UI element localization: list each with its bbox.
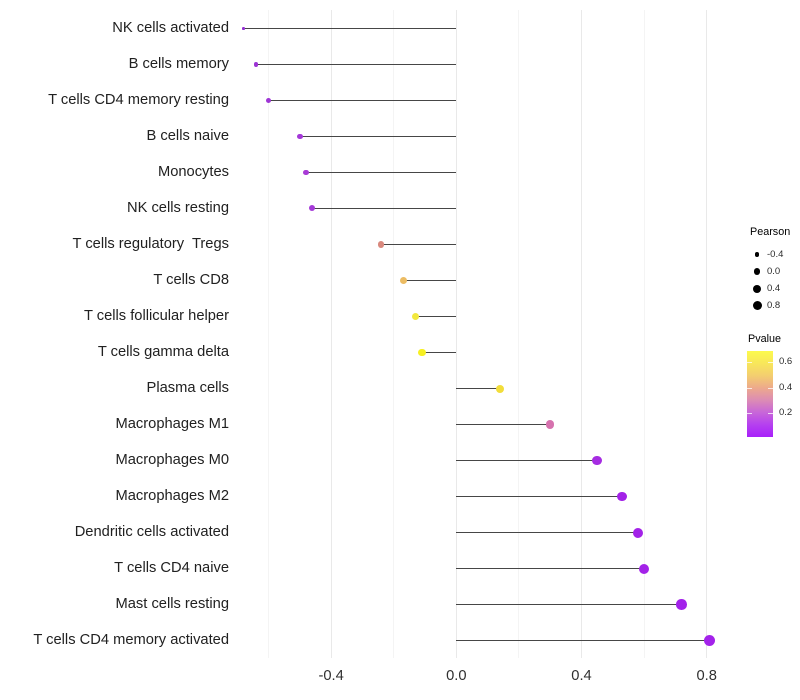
lollipop-dot (303, 169, 309, 176)
lollipop-dot (676, 599, 687, 611)
lollipop-stem (299, 135, 457, 138)
x-axis-tick-label: -0.4 (318, 668, 344, 684)
legend-pearson-dot (753, 268, 761, 275)
major-gridline (455, 10, 457, 658)
legend-pvalue-label: 0.2 (779, 407, 793, 418)
minor-gridline (643, 10, 645, 658)
lollipop-dot (377, 241, 385, 248)
y-axis-label: T cells gamma delta (97, 344, 229, 361)
y-axis-label: T cells regulatory Tregs (72, 235, 229, 252)
y-axis-label: B cells naive (146, 127, 229, 144)
y-axis-label: T cells CD4 memory resting (48, 91, 229, 108)
major-gridline (581, 10, 582, 658)
colorbar-tick (768, 361, 773, 363)
lollipop-dot (253, 62, 259, 67)
colorbar-tick (768, 413, 773, 414)
y-axis-label: Dendritic cells activated (74, 524, 229, 541)
minor-gridline (518, 10, 520, 658)
lollipop-stem (243, 27, 457, 29)
legend-pearson-dot (754, 252, 760, 257)
legend-pearson-dot (752, 301, 762, 310)
major-gridline (706, 10, 708, 658)
lollipop-stem (456, 387, 501, 390)
lollipop-stem (456, 640, 710, 642)
lollipop-stem (456, 496, 623, 498)
lollipop-dot (297, 133, 303, 140)
legend-pearson-label: 0.8 (767, 299, 781, 311)
lollipop-dot (704, 635, 716, 647)
lollipop-stem (403, 279, 457, 282)
legend-pvalue-label: 0.4 (779, 381, 793, 393)
lollipop-dot (266, 97, 271, 103)
major-gridline (330, 10, 332, 658)
lollipop-stem (456, 568, 645, 570)
lollipop-stem (381, 243, 457, 246)
y-axis-label: Monocytes (157, 163, 229, 180)
y-axis-label: Mast cells resting (115, 596, 229, 613)
lollipop-dot (639, 563, 650, 574)
colorbar-tick (747, 387, 752, 389)
lollipop-stem (456, 460, 598, 462)
y-axis-label: T cells CD4 naive (114, 560, 229, 577)
minor-gridline (393, 10, 395, 658)
colorbar-tick (768, 387, 773, 389)
colorbar-tick (747, 413, 752, 414)
y-axis-label: NK cells resting (126, 199, 229, 216)
lollipop-dot (592, 455, 602, 466)
lollipop-dot (309, 205, 316, 212)
lollipop-stem (456, 423, 551, 426)
y-axis-label: Macrophages M0 (115, 452, 229, 469)
legend-pvalue-colorbar (747, 351, 773, 437)
legend-pearson-title: Pearson (750, 226, 791, 238)
lollipop-dot (399, 277, 407, 284)
lollipop-dot (242, 27, 245, 30)
y-axis-label: Macrophages M2 (115, 488, 229, 505)
legend-pearson-dot (753, 284, 761, 293)
lollipop-dot (411, 312, 420, 321)
x-axis-tick-label: 0.4 (571, 668, 592, 684)
lollipop-stem (456, 532, 638, 534)
lollipop-stem (306, 171, 457, 174)
x-axis-tick-label: 0.8 (696, 668, 717, 684)
legend-pearson-label: 0.4 (767, 282, 781, 294)
lollipop-stem (268, 99, 457, 101)
legend-pearson-label: 0.0 (767, 265, 781, 277)
lollipop-dot (418, 348, 426, 357)
minor-gridline (268, 10, 269, 658)
y-axis-label: T cells follicular helper (83, 308, 229, 325)
legend-pvalue-title: Pvalue (748, 333, 782, 345)
lollipop-dot (496, 384, 505, 393)
y-axis-label: Plasma cells (146, 380, 229, 397)
lollipop-stem (312, 207, 457, 210)
y-axis-label: Macrophages M1 (115, 416, 229, 433)
lollipop-stem (456, 604, 682, 606)
lollipop-dot (632, 527, 643, 538)
legend-pearson-label: -0.4 (767, 248, 784, 260)
lollipop-dot (545, 420, 555, 429)
colorbar-tick (747, 361, 752, 363)
lollipop-stem (421, 351, 457, 354)
y-axis-label: T cells CD4 memory activated (33, 632, 229, 649)
y-axis-label: B cells memory (128, 55, 229, 72)
lollipop-stem (415, 315, 457, 318)
y-axis-label: NK cells activated (112, 19, 229, 36)
lollipop-dot (617, 491, 627, 502)
lollipop-stem (255, 63, 457, 65)
y-axis-label: T cells CD8 (153, 272, 229, 288)
x-axis-tick-label: 0.0 (446, 668, 467, 684)
legend-pvalue-label: 0.6 (779, 355, 793, 367)
